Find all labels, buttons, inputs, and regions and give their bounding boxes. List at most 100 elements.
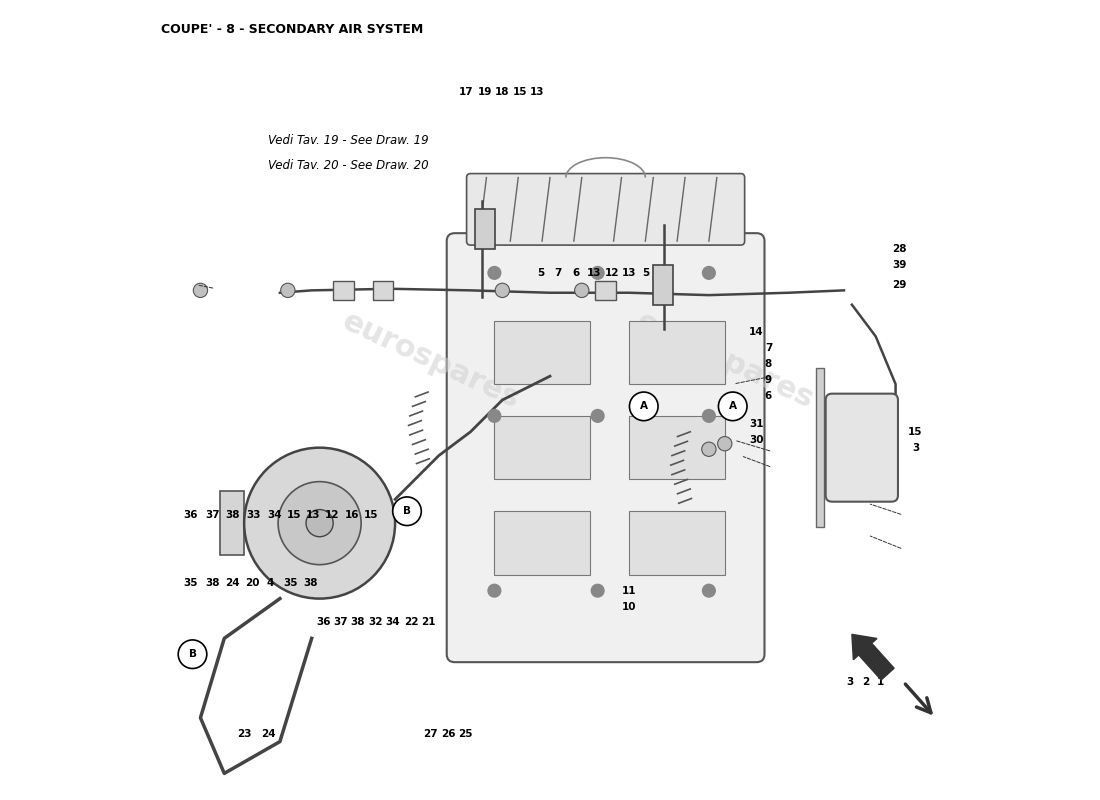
Text: 19: 19 [477, 86, 492, 97]
Circle shape [194, 283, 208, 298]
Text: 20: 20 [245, 578, 260, 588]
Text: 15: 15 [287, 510, 301, 520]
Text: 30: 30 [749, 434, 763, 445]
Text: 13: 13 [306, 510, 320, 520]
Text: 7: 7 [554, 268, 562, 278]
Bar [220, 491, 244, 555]
Text: 11: 11 [623, 586, 637, 596]
Circle shape [702, 442, 716, 457]
Bar [816, 368, 824, 527]
Circle shape [306, 510, 333, 537]
Bar [494, 511, 590, 574]
Text: 15: 15 [364, 510, 378, 520]
Text: 24: 24 [224, 578, 240, 588]
Text: B: B [403, 506, 411, 516]
Circle shape [488, 584, 501, 597]
Text: 1: 1 [877, 677, 884, 687]
Circle shape [278, 482, 361, 565]
Text: 34: 34 [267, 510, 282, 520]
Bar [629, 511, 725, 574]
Text: 4: 4 [266, 578, 274, 588]
FancyBboxPatch shape [447, 233, 764, 662]
Circle shape [488, 410, 501, 422]
Text: 33: 33 [246, 510, 261, 520]
Circle shape [592, 410, 604, 422]
Text: 6: 6 [764, 391, 772, 401]
Circle shape [703, 584, 715, 597]
Text: 13: 13 [587, 268, 602, 278]
Text: 14: 14 [749, 327, 763, 338]
FancyArrow shape [851, 634, 894, 680]
Circle shape [629, 392, 658, 421]
Text: 22: 22 [404, 618, 418, 627]
Text: 12: 12 [605, 268, 619, 278]
Text: 31: 31 [749, 419, 763, 429]
Text: A: A [728, 402, 737, 411]
Text: 35: 35 [184, 578, 198, 588]
Text: 39: 39 [892, 260, 906, 270]
Circle shape [703, 266, 715, 279]
Text: 3: 3 [912, 442, 920, 453]
Text: 35: 35 [283, 578, 297, 588]
Text: 28: 28 [892, 244, 906, 254]
Circle shape [718, 392, 747, 421]
Text: 12: 12 [326, 510, 340, 520]
Text: 34: 34 [385, 618, 400, 627]
Bar [333, 281, 354, 300]
Text: 37: 37 [205, 510, 220, 520]
FancyBboxPatch shape [466, 174, 745, 245]
Bar [475, 210, 495, 249]
Text: 9: 9 [764, 375, 772, 385]
Circle shape [703, 410, 715, 422]
Text: 8: 8 [764, 359, 772, 370]
Text: 16: 16 [345, 510, 360, 520]
Circle shape [592, 584, 604, 597]
Text: 37: 37 [333, 618, 349, 627]
Text: 36: 36 [317, 618, 331, 627]
Text: 18: 18 [495, 86, 509, 97]
Text: eurospares: eurospares [631, 306, 818, 414]
Bar [653, 265, 673, 305]
Circle shape [393, 497, 421, 526]
Circle shape [495, 283, 509, 298]
Text: 17: 17 [460, 86, 474, 97]
Bar [373, 281, 394, 300]
Bar [629, 416, 725, 479]
Text: COUPE' - 8 - SECONDARY AIR SYSTEM: COUPE' - 8 - SECONDARY AIR SYSTEM [161, 22, 424, 36]
Bar [595, 281, 616, 300]
Text: 15: 15 [513, 86, 527, 97]
Text: 36: 36 [184, 510, 198, 520]
Bar [494, 321, 590, 384]
Circle shape [488, 266, 501, 279]
Text: B: B [188, 650, 197, 659]
Circle shape [280, 283, 295, 298]
Text: 26: 26 [441, 729, 455, 738]
Text: 13: 13 [530, 86, 544, 97]
Text: 27: 27 [424, 729, 438, 738]
Text: 38: 38 [351, 618, 365, 627]
Circle shape [178, 640, 207, 669]
FancyBboxPatch shape [826, 394, 898, 502]
Text: 5: 5 [642, 268, 650, 278]
Text: 29: 29 [892, 280, 906, 290]
Text: 13: 13 [623, 268, 637, 278]
Circle shape [574, 283, 589, 298]
Text: 15: 15 [909, 426, 923, 437]
Bar [494, 416, 590, 479]
Circle shape [244, 448, 395, 598]
Text: 7: 7 [764, 343, 772, 354]
Text: 38: 38 [226, 510, 240, 520]
Text: Vedi Tav. 19 - See Draw. 19: Vedi Tav. 19 - See Draw. 19 [268, 134, 429, 147]
Text: A: A [640, 402, 648, 411]
Text: 10: 10 [623, 602, 637, 611]
Text: Vedi Tav. 20 - See Draw. 20: Vedi Tav. 20 - See Draw. 20 [268, 159, 429, 172]
Text: 32: 32 [368, 618, 383, 627]
Text: 25: 25 [459, 729, 473, 738]
Text: 38: 38 [205, 578, 220, 588]
Circle shape [592, 266, 604, 279]
Circle shape [717, 437, 732, 451]
Text: eurospares: eurospares [338, 306, 525, 414]
Text: 24: 24 [261, 729, 275, 738]
Text: 23: 23 [236, 729, 252, 738]
Text: 21: 21 [421, 618, 436, 627]
